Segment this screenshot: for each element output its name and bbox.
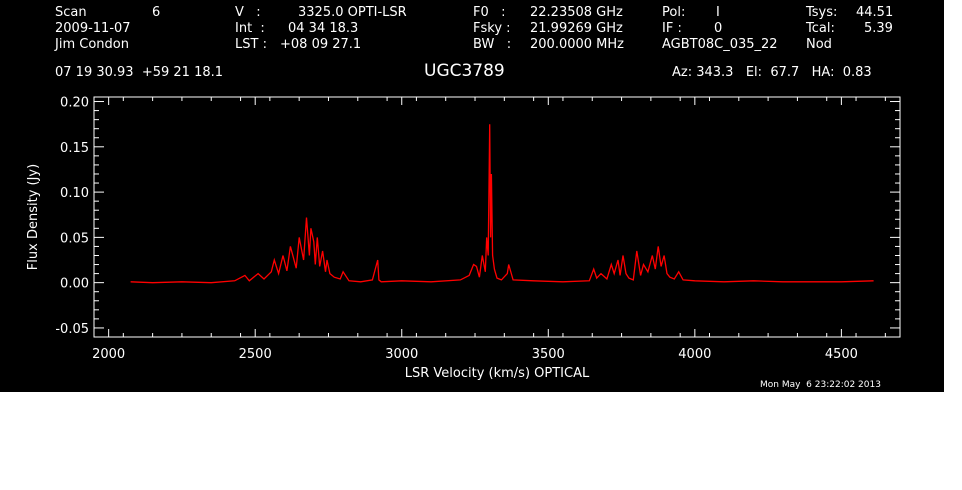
source-coordinates: 07 19 30.93 +59 21 18.1 — [55, 65, 224, 80]
y-tick-label: 0.20 — [60, 96, 89, 111]
observing-mode: Nod — [806, 37, 832, 52]
fsky-label: Fsky : — [473, 21, 511, 36]
x-tick-label: 2500 — [239, 347, 272, 362]
y-tick-label: 0.15 — [60, 141, 89, 156]
y-tick-label: 0.05 — [60, 231, 89, 246]
if-value: 0 — [714, 21, 723, 36]
y-tick-label: 0.00 — [60, 277, 89, 292]
tcal-label: Tcal: — [806, 21, 835, 36]
bw-label: BW : — [473, 37, 512, 52]
x-tick-label: 3500 — [532, 347, 565, 362]
pol-value: I — [716, 5, 720, 20]
lst-value: +08 09 27.1 — [280, 37, 362, 52]
lst-label: LST : — [235, 37, 267, 52]
x-tick-label: 3000 — [385, 347, 418, 362]
plot-timestamp: Mon May 6 23:22:02 2013 — [760, 380, 881, 390]
pol-label: Pol: — [662, 5, 686, 20]
bw-value: 200.0000 MHz — [530, 37, 624, 52]
f0-label: F0 : — [473, 5, 506, 20]
observation-date: 2009-11-07 — [55, 21, 131, 36]
y-tick-label: -0.05 — [55, 322, 89, 337]
spectrum-line — [130, 124, 874, 284]
spectrum-chart: 2000 2500 3000 3500 4000 4500 -0.05 0.00 0.05 0.1… — [26, 96, 901, 381]
velocity-label: V : — [235, 5, 261, 20]
x-axis-label: LSR Velocity (km/s) OPTICAL — [405, 366, 590, 381]
observer-name: Jim Condon — [55, 37, 129, 52]
y-axis-label: Flux Density (Jy) — [26, 164, 41, 270]
velocity-value: 3325.0 OPTI-LSR — [298, 5, 407, 20]
y-tick-label: 0.10 — [60, 186, 89, 201]
fsky-value: 21.99269 GHz — [530, 21, 623, 36]
source-name: UGC3789 — [424, 61, 505, 81]
x-tick-label: 4000 — [678, 347, 711, 362]
tsys-value: 44.51 — [856, 5, 894, 20]
scan-value: 6 — [152, 5, 161, 20]
int-value: 04 34 18.3 — [288, 21, 359, 36]
project-id: AGBT08C_035_22 — [662, 37, 778, 52]
plot-frame — [93, 96, 901, 338]
int-label: Int : — [235, 21, 265, 36]
f0-value: 22.23508 GHz — [530, 5, 623, 20]
tsys-label: Tsys: — [806, 5, 838, 20]
plot-panel: Scan 6 2009-11-07 Jim Condon V : 3325.0 … — [0, 0, 944, 392]
x-tick-label: 2000 — [92, 347, 125, 362]
scan-label: Scan — [55, 5, 87, 20]
az-el-ha: Az: 343.3 El: 67.7 HA: 0.83 — [672, 65, 872, 80]
tcal-value: 5.39 — [864, 21, 893, 36]
if-label: IF : — [662, 21, 682, 36]
x-tick-label: 4500 — [825, 347, 858, 362]
